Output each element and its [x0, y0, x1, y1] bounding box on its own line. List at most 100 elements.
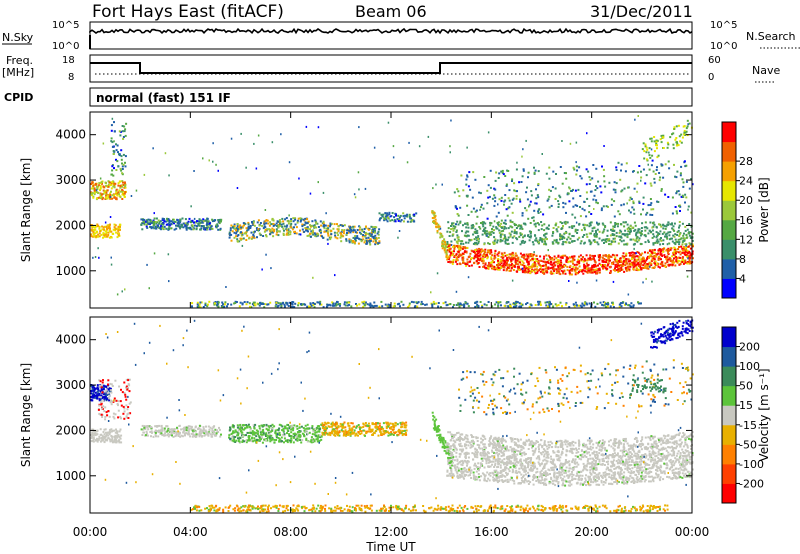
echo-cell	[484, 229, 487, 232]
echo-cell	[95, 189, 98, 192]
echo-cell	[356, 231, 358, 234]
echo-cell	[500, 222, 503, 225]
echo-cell	[472, 233, 475, 236]
echo-cell	[207, 425, 210, 428]
echo-cell	[425, 303, 428, 306]
echo-cell	[585, 259, 587, 262]
echo-cell	[269, 230, 272, 233]
echo-cell	[217, 431, 220, 433]
echo-cell	[689, 256, 692, 259]
echo-cell	[90, 440, 93, 443]
echo-cell	[506, 214, 509, 217]
echo-cell	[94, 394, 97, 397]
echo-cell	[283, 229, 285, 232]
echo-cell	[611, 234, 614, 236]
echo-cell	[641, 252, 644, 255]
echo-cell	[661, 255, 664, 257]
echo-cell	[502, 254, 505, 256]
echo-cell	[289, 226, 292, 229]
noise-left-tick-top: 10^5	[52, 20, 79, 31]
echo-cell	[583, 264, 586, 267]
echo-cell	[587, 269, 590, 272]
echo-cell	[123, 407, 126, 410]
echo-cell	[573, 225, 576, 228]
echo-cell	[153, 217, 156, 220]
echo-cell	[389, 215, 392, 218]
echo-cell	[533, 166, 535, 169]
echo-cell	[620, 163, 623, 166]
echo-cell	[380, 300, 383, 303]
echo-cell	[249, 225, 252, 227]
echo-cell	[362, 238, 365, 241]
echo-cell	[499, 235, 502, 237]
echo-cell	[633, 260, 636, 263]
echo-cell	[513, 222, 516, 225]
echo-cell	[676, 241, 679, 244]
echo-cell	[218, 219, 221, 222]
echo-cell	[113, 121, 115, 124]
echo-cell	[435, 183, 437, 186]
echo-cell	[111, 181, 114, 184]
echo-cell	[158, 226, 161, 229]
echo-cell	[161, 218, 164, 221]
echo-cell	[493, 239, 496, 242]
echo-cell	[466, 194, 469, 197]
echo-cell	[288, 161, 291, 164]
echo-cell	[684, 247, 687, 250]
echo-cell	[600, 207, 603, 210]
echo-cell	[306, 222, 309, 225]
frequency-trace	[90, 62, 692, 74]
echo-cell	[622, 233, 625, 236]
echo-cell	[684, 259, 687, 262]
echo-cell	[418, 145, 421, 148]
echo-cell	[649, 253, 652, 256]
echo-cell	[617, 222, 620, 225]
echo-cell	[373, 227, 376, 230]
echo-cell	[545, 238, 548, 240]
echo-cell	[240, 226, 243, 229]
echo-cell	[113, 140, 115, 143]
echo-cell	[554, 187, 557, 190]
echo-cell	[120, 388, 122, 391]
echo-cell	[668, 238, 671, 241]
echo-cell	[498, 225, 501, 227]
echo-cell	[285, 233, 288, 236]
echo-cell	[614, 267, 616, 270]
echo-cell	[529, 200, 532, 203]
echo-cell	[252, 234, 255, 236]
echo-cell	[391, 219, 394, 222]
echo-cell	[645, 213, 648, 216]
echo-cell	[452, 245, 455, 248]
echo-cell	[496, 253, 499, 256]
echo-cell	[350, 305, 353, 308]
echo-cell	[197, 427, 200, 430]
echo-cell	[685, 244, 687, 247]
echo-cell	[653, 150, 656, 153]
echo-cell	[441, 235, 444, 238]
echo-cell	[105, 398, 108, 401]
echo-cell	[675, 176, 678, 179]
echo-cell	[672, 132, 675, 135]
echo-cell	[173, 228, 176, 231]
echo-cell	[299, 217, 302, 220]
echo-cell	[594, 265, 597, 268]
colorbar-tick-label: 20	[739, 194, 753, 207]
echo-cell	[121, 125, 124, 127]
echo-cell	[144, 428, 147, 430]
echo-cell	[582, 272, 585, 275]
echo-cell	[655, 144, 657, 147]
echo-cell	[665, 235, 668, 238]
echo-cell	[376, 232, 379, 235]
echo-cell	[252, 301, 255, 304]
echo-cell	[589, 254, 592, 257]
echo-cell	[317, 233, 320, 236]
echo-cell	[676, 190, 678, 193]
echo-cell	[640, 230, 643, 233]
echo-cell	[437, 305, 440, 308]
echo-cell	[103, 433, 106, 436]
echo-cell	[374, 231, 376, 234]
echo-cell	[641, 222, 644, 225]
echo-cell	[173, 428, 176, 431]
echo-cell	[188, 428, 191, 431]
echo-cell	[203, 226, 206, 229]
